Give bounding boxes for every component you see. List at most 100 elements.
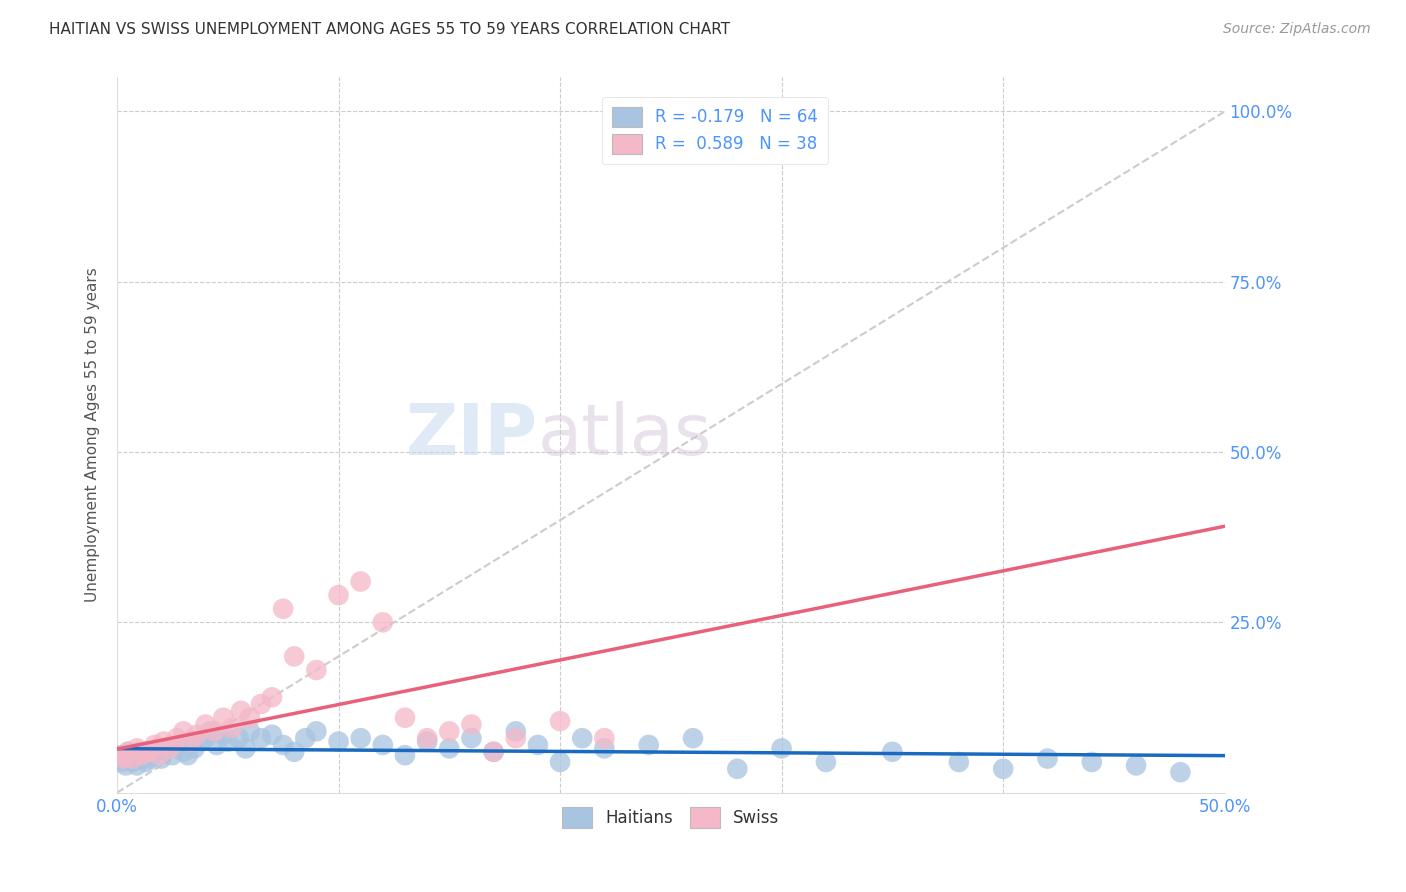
Text: ZIP: ZIP	[406, 401, 538, 469]
Point	[283, 745, 305, 759]
Point	[125, 758, 148, 772]
Point	[135, 745, 157, 759]
Point	[179, 734, 201, 748]
Point	[271, 738, 294, 752]
Point	[194, 717, 217, 731]
Point	[725, 762, 748, 776]
Point	[882, 745, 904, 759]
Point	[155, 741, 177, 756]
Point	[229, 704, 252, 718]
Point	[177, 748, 200, 763]
Point	[117, 745, 139, 759]
Point	[505, 731, 527, 746]
Point	[114, 758, 136, 772]
Point	[152, 734, 174, 748]
Legend: Haitians, Swiss: Haitians, Swiss	[555, 801, 786, 834]
Point	[439, 741, 461, 756]
Point	[416, 731, 439, 746]
Point	[1170, 765, 1192, 780]
Point	[212, 711, 235, 725]
Point	[205, 738, 228, 752]
Text: HAITIAN VS SWISS UNEMPLOYMENT AMONG AGES 55 TO 59 YEARS CORRELATION CHART: HAITIAN VS SWISS UNEMPLOYMENT AMONG AGES…	[49, 22, 730, 37]
Point	[548, 755, 571, 769]
Point	[350, 574, 373, 589]
Point	[139, 751, 162, 765]
Point	[305, 663, 328, 677]
Point	[260, 728, 283, 742]
Point	[637, 738, 659, 752]
Point	[228, 731, 250, 746]
Point	[172, 745, 194, 759]
Point	[117, 745, 139, 759]
Point	[350, 731, 373, 746]
Point	[482, 745, 505, 759]
Point	[371, 738, 394, 752]
Point	[217, 734, 239, 748]
Point	[135, 755, 157, 769]
Point	[1081, 755, 1104, 769]
Point	[128, 745, 150, 759]
Point	[593, 731, 616, 746]
Point	[394, 748, 416, 763]
Text: atlas: atlas	[538, 401, 713, 469]
Point	[991, 762, 1014, 776]
Point	[439, 724, 461, 739]
Point	[124, 748, 146, 763]
Point	[283, 649, 305, 664]
Point	[460, 717, 482, 731]
Point	[1125, 758, 1147, 772]
Point	[162, 748, 184, 763]
Point	[108, 751, 131, 765]
Point	[1036, 751, 1059, 765]
Point	[239, 724, 262, 739]
Y-axis label: Unemployment Among Ages 55 to 59 years: Unemployment Among Ages 55 to 59 years	[86, 268, 100, 602]
Point	[139, 745, 162, 759]
Point	[294, 731, 316, 746]
Point	[172, 724, 194, 739]
Point	[150, 751, 173, 765]
Point	[212, 728, 235, 742]
Point	[143, 738, 166, 752]
Point	[131, 748, 153, 763]
Point	[198, 724, 221, 739]
Point	[250, 731, 273, 746]
Point	[121, 755, 143, 769]
Point	[682, 731, 704, 746]
Point	[814, 755, 837, 769]
Point	[394, 711, 416, 725]
Point	[125, 741, 148, 756]
Point	[482, 745, 505, 759]
Point	[112, 751, 135, 765]
Point	[110, 755, 132, 769]
Point	[548, 714, 571, 728]
Point	[166, 731, 188, 746]
Point	[186, 728, 208, 742]
Point	[527, 738, 550, 752]
Point	[190, 734, 212, 748]
Point	[183, 741, 205, 756]
Point	[505, 724, 527, 739]
Point	[460, 731, 482, 746]
Point	[204, 724, 226, 739]
Point	[112, 748, 135, 763]
Point	[131, 751, 153, 765]
Point	[948, 755, 970, 769]
Point	[121, 751, 143, 765]
Point	[260, 690, 283, 705]
Point	[108, 748, 131, 763]
Point	[159, 741, 181, 756]
Point	[167, 738, 190, 752]
Point	[271, 601, 294, 615]
Point	[136, 745, 159, 759]
Point	[221, 721, 243, 735]
Point	[194, 731, 217, 746]
Point	[571, 731, 593, 746]
Point	[120, 751, 142, 765]
Point	[250, 697, 273, 711]
Text: Source: ZipAtlas.com: Source: ZipAtlas.com	[1223, 22, 1371, 37]
Point	[770, 741, 793, 756]
Point	[239, 711, 262, 725]
Point	[305, 724, 328, 739]
Point	[416, 734, 439, 748]
Point	[328, 588, 350, 602]
